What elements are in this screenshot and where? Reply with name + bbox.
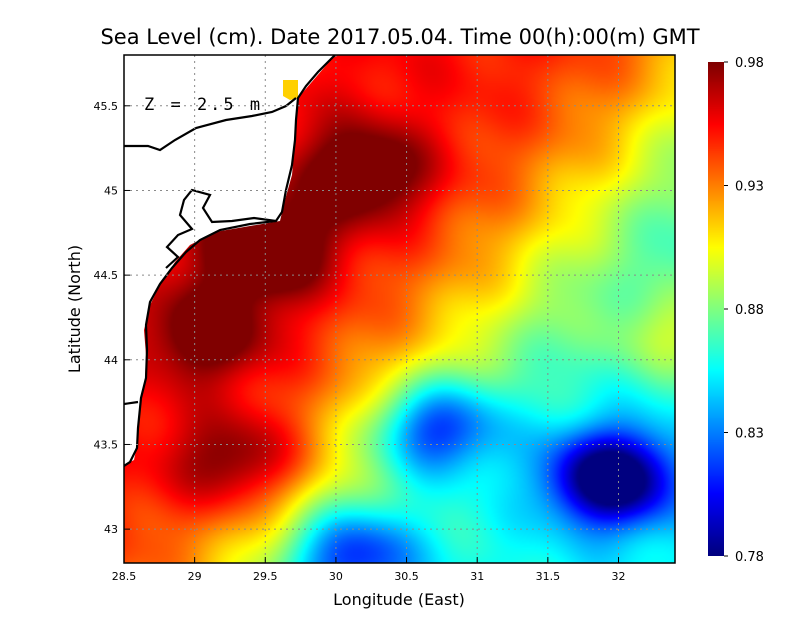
plot-frame <box>123 54 676 564</box>
coastline-liman-north <box>124 97 297 152</box>
x-tick-label: 32 <box>611 570 625 583</box>
y-axis-title: Latitude (North) <box>65 245 84 373</box>
x-axis-title: Longitude (East) <box>333 590 465 609</box>
coastline-bay <box>124 400 139 406</box>
colorbar-tick-label: 0.88 <box>735 303 764 318</box>
x-tick-label: 31 <box>470 570 484 583</box>
y-tick-label: 45 <box>104 184 118 197</box>
x-tick-label: 29.5 <box>253 570 278 583</box>
y-tick-label: 43.5 <box>94 438 119 451</box>
x-tick-label: 28.5 <box>112 570 137 583</box>
heatmap-field <box>124 55 675 563</box>
y-tick-label: 44 <box>104 354 118 367</box>
gulf-patch <box>283 80 298 100</box>
chart-title: Sea Level (cm). Date 2017.05.04. Time 00… <box>100 25 699 49</box>
x-axis-ticks: 28.5 29 29.5 30 30.5 31 31.5 32 <box>112 557 625 583</box>
colorbar-gradient <box>708 62 724 556</box>
depth-annotation: Z = 2.5 m <box>144 95 263 115</box>
x-tick-label: 30.5 <box>394 570 419 583</box>
x-tick-label: 31.5 <box>536 570 561 583</box>
colorbar-ticks: 0.98 0.93 0.88 0.83 0.78 <box>724 56 764 565</box>
coastline <box>124 55 336 467</box>
y-tick-label: 45.5 <box>94 100 119 113</box>
colorbar-tick-label: 0.93 <box>735 180 764 195</box>
grid-lines <box>124 55 675 563</box>
colorbar-tick-label: 0.78 <box>735 550 764 565</box>
colorbar-tick-label: 0.98 <box>735 56 764 71</box>
x-tick-label: 30 <box>329 570 343 583</box>
y-tick-label: 44.5 <box>94 269 119 282</box>
x-tick-label: 29 <box>188 570 202 583</box>
y-axis-ticks: 43 43.5 44 44.5 45 45.5 <box>94 100 130 536</box>
colorbar-tick-label: 0.83 <box>735 427 764 442</box>
y-tick-label: 43 <box>104 523 118 536</box>
land-area <box>124 55 335 465</box>
coastline-danube-delta <box>165 188 277 269</box>
colorbar: 0.98 0.93 0.88 0.83 0.78 <box>708 56 764 565</box>
